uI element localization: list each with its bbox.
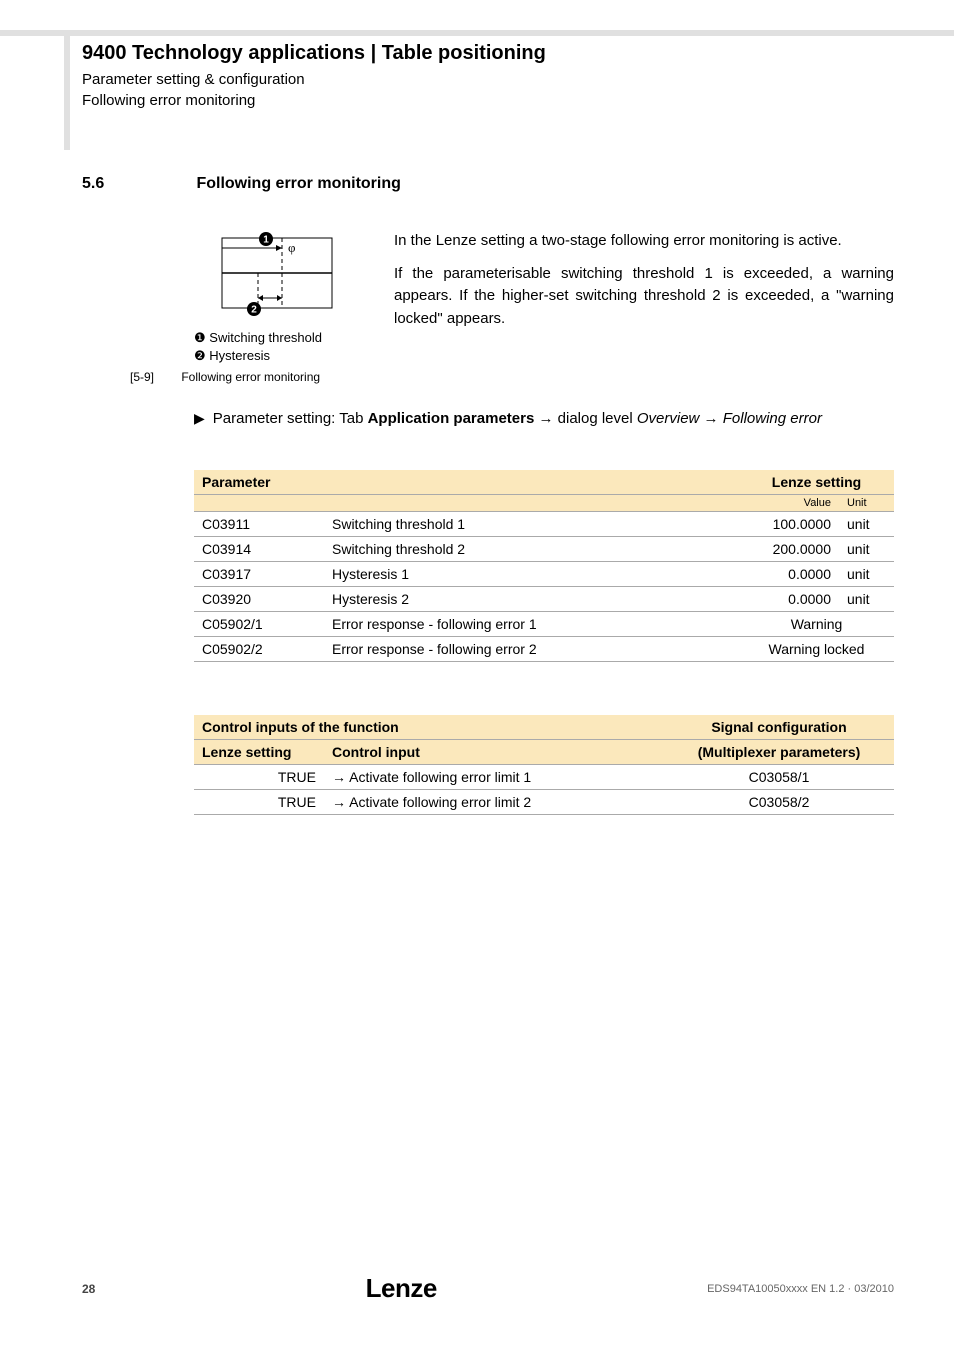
figure-para1: In the Lenze setting a two-stage followi… <box>394 230 894 253</box>
cell-unit: unit <box>839 562 894 587</box>
legend1-marker: ❶ <box>194 330 206 345</box>
pl-it2: Following error <box>723 410 822 427</box>
pl-bold: Application parameters <box>368 410 535 427</box>
cell-lenze: TRUE <box>194 790 324 815</box>
table-row: C03914Switching threshold 2200.0000unit <box>194 537 894 562</box>
table-row: TRUE→ Activate following error limit 2C0… <box>194 790 894 815</box>
cell-value: 0.0000 <box>739 587 839 612</box>
cell-unit: unit <box>839 537 894 562</box>
table-row: C05902/2Error response - following error… <box>194 637 894 662</box>
pl-lead: Parameter setting: Tab <box>213 410 368 427</box>
figure-caption-text: Following error monitoring <box>181 370 320 384</box>
figure-caption-num: [5-9] <box>130 370 178 384</box>
figure-legend: ❶ Switching threshold ❷ Hysteresis <box>194 329 364 365</box>
cell-signal: C03058/1 <box>664 765 894 790</box>
doc-id: EDS94TA10050xxxx EN 1.2 · 03/2010 <box>707 1283 894 1295</box>
figure-caption: [5-9] Following error monitoring <box>130 370 320 384</box>
th-input: Control input <box>324 740 664 765</box>
cell-input: → Activate following error limit 2 <box>324 790 664 815</box>
table-row: Value Unit <box>194 495 894 512</box>
cell-name: Error response - following error 1 <box>324 612 739 637</box>
svg-text:2: 2 <box>251 305 257 316</box>
table-row: C03917Hysteresis 10.0000unit <box>194 562 894 587</box>
doc-subtitle: Parameter setting & configuration Follow… <box>82 69 305 111</box>
table-row: C03920Hysteresis 20.0000unit <box>194 587 894 612</box>
page-number: 28 <box>82 1282 95 1296</box>
cell-value: 0.0000 <box>739 562 839 587</box>
legend2-marker: ❷ <box>194 348 206 363</box>
th-value: Value <box>739 495 839 512</box>
th-parameter: Parameter <box>194 470 739 495</box>
th-lenze: Lenze setting <box>739 470 894 495</box>
table-row: C03911Switching threshold 1100.0000unit <box>194 512 894 537</box>
pl-arr: → <box>699 410 722 427</box>
legend1-text: Switching threshold <box>209 330 322 345</box>
header-bar <box>0 30 954 36</box>
cell-value: Warning locked <box>739 637 894 662</box>
svg-text:1: 1 <box>263 235 269 246</box>
doc-title: 9400 Technology applications | Table pos… <box>82 42 546 65</box>
th-mux: (Multiplexer parameters) <box>664 740 894 765</box>
cell-name: Switching threshold 2 <box>324 537 739 562</box>
parameter-table: Parameter Lenze setting Value Unit C0391… <box>194 470 894 662</box>
pl-it1: Overview <box>637 410 700 427</box>
section-number: 5.6 <box>82 175 192 193</box>
control-inputs-table-element: Control inputs of the function Signal co… <box>194 715 894 815</box>
cell-name: Hysteresis 2 <box>324 587 739 612</box>
parameter-table-element: Parameter Lenze setting Value Unit C0391… <box>194 470 894 662</box>
figure-description: In the Lenze setting a two-stage followi… <box>394 230 894 365</box>
section-heading: 5.6 Following error monitoring <box>82 175 401 193</box>
cell-value: Warning <box>739 612 894 637</box>
th-unit: Unit <box>839 495 894 512</box>
cell-name: Switching threshold 1 <box>324 512 739 537</box>
figure-para2: If the parameterisable switching thresho… <box>394 263 894 331</box>
table-row: Control inputs of the function Signal co… <box>194 715 894 740</box>
table-row: Lenze setting Control input (Multiplexer… <box>194 740 894 765</box>
cell-signal: C03058/2 <box>664 790 894 815</box>
param-line-text: Parameter setting: Tab Application param… <box>213 408 894 431</box>
cell-code: C05902/2 <box>194 637 324 662</box>
th-lenze2: Lenze setting <box>194 740 324 765</box>
subtitle-line1: Parameter setting & configuration <box>82 71 305 88</box>
cell-value: 200.0000 <box>739 537 839 562</box>
th-sig: Signal configuration <box>664 715 894 740</box>
figure-row: 1 2 φ ❶ Switching threshold ❷ Hysteresis I… <box>194 230 894 365</box>
parameter-setting-line: ▶ Parameter setting: Tab Application par… <box>194 408 894 431</box>
table-row: C05902/1Error response - following error… <box>194 612 894 637</box>
cell-code: C03920 <box>194 587 324 612</box>
cell-code: C03917 <box>194 562 324 587</box>
th-empty <box>194 495 739 512</box>
cell-code: C05902/1 <box>194 612 324 637</box>
figure-block: 1 2 φ ❶ Switching threshold ❷ Hysteresis <box>194 230 364 365</box>
cell-value: 100.0000 <box>739 512 839 537</box>
page-footer: 28 Lenze EDS94TA10050xxxx EN 1.2 · 03/20… <box>82 1273 894 1304</box>
cell-name: Error response - following error 2 <box>324 637 739 662</box>
cell-name: Hysteresis 1 <box>324 562 739 587</box>
following-error-diagram: 1 2 φ <box>194 230 364 325</box>
legend2-text: Hysteresis <box>209 348 270 363</box>
svg-text:φ: φ <box>288 240 296 255</box>
header-vertical-bar <box>64 30 70 150</box>
subtitle-line2: Following error monitoring <box>82 92 255 109</box>
table-row: TRUE→ Activate following error limit 1C0… <box>194 765 894 790</box>
cell-unit: unit <box>839 512 894 537</box>
section-title: Following error monitoring <box>196 175 400 192</box>
lenze-logo: Lenze <box>366 1273 437 1304</box>
cell-code: C03914 <box>194 537 324 562</box>
cell-lenze: TRUE <box>194 765 324 790</box>
cell-unit: unit <box>839 587 894 612</box>
pl-mid: → dialog level <box>534 410 637 427</box>
triangle-bullet-icon: ▶ <box>194 408 205 427</box>
th-ctrl: Control inputs of the function <box>194 715 664 740</box>
cell-code: C03911 <box>194 512 324 537</box>
cell-input: → Activate following error limit 1 <box>324 765 664 790</box>
control-inputs-table: Control inputs of the function Signal co… <box>194 715 894 815</box>
table-row: Parameter Lenze setting <box>194 470 894 495</box>
